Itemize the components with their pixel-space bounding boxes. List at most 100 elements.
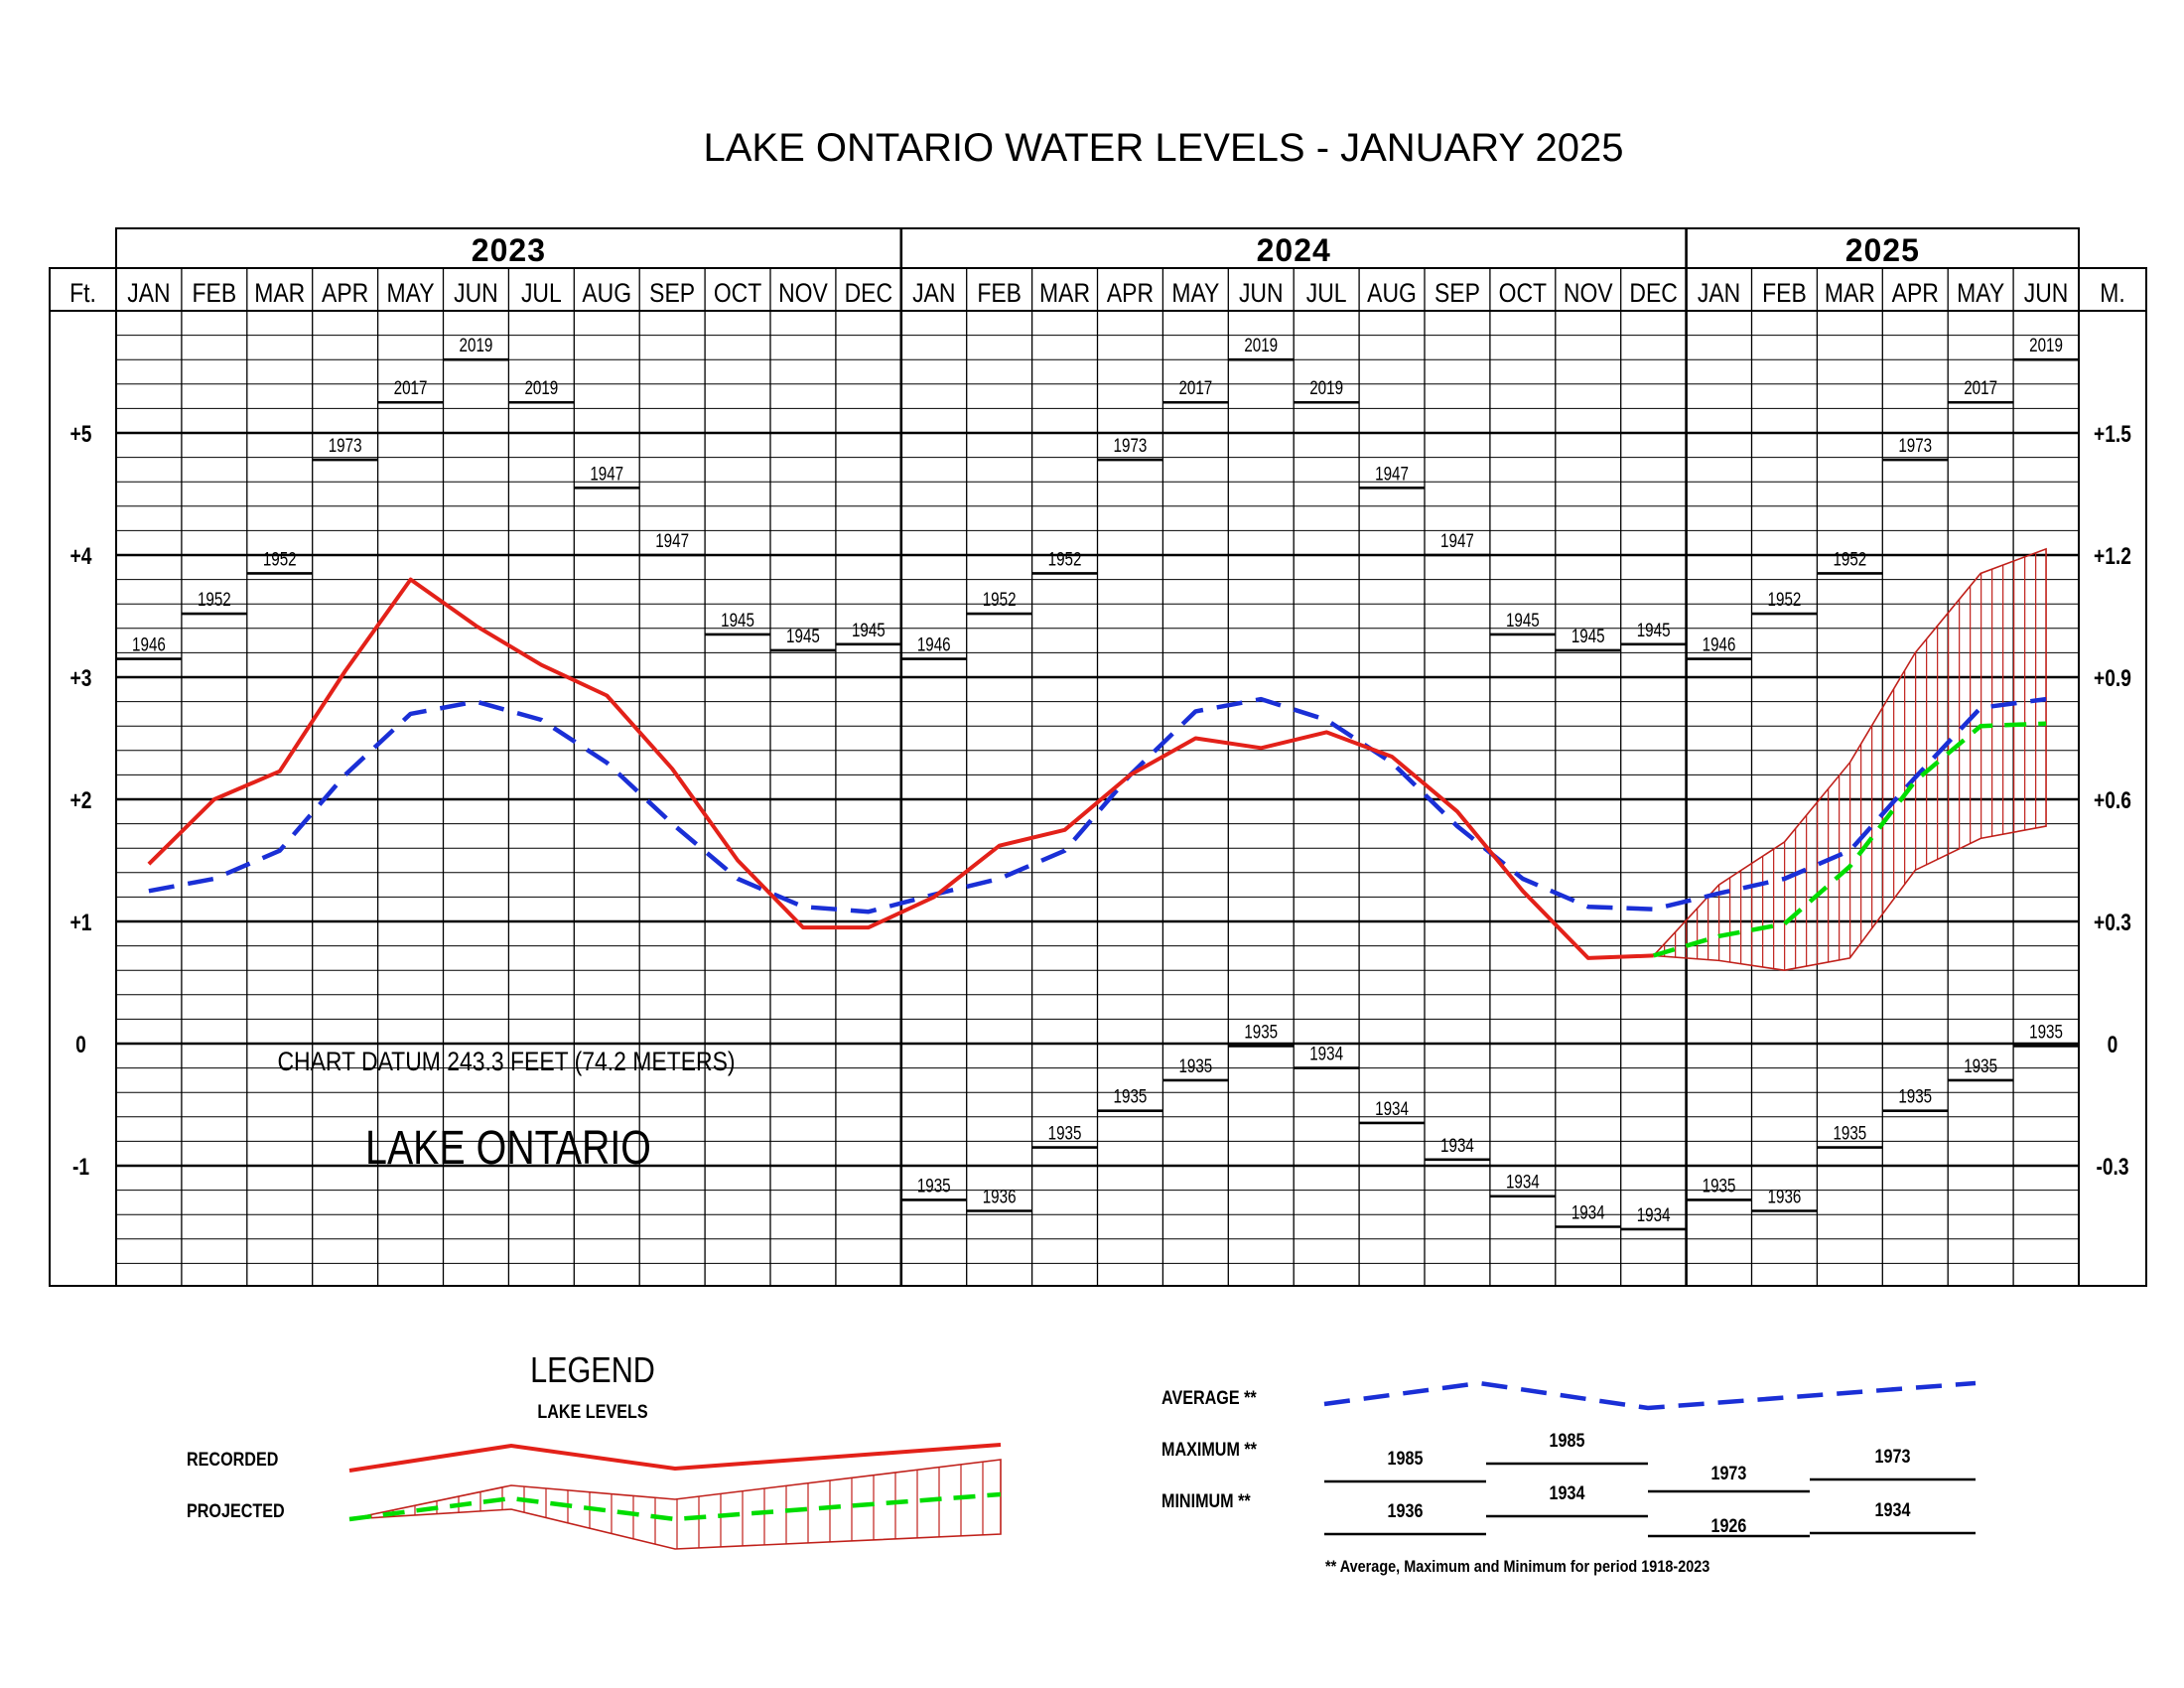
y-tick-label-m: +0.6: [2094, 786, 2131, 814]
y-tick-label-m: 0: [2108, 1031, 2118, 1058]
min-record-year: 1935: [1244, 1021, 1278, 1043]
month-label: FEB: [1762, 278, 1807, 308]
month-label: APR: [1892, 278, 1939, 308]
legend-average-line: [1323, 1380, 1977, 1411]
legend-min-year: 1934: [1875, 1499, 1911, 1521]
legend-min-year: 1934: [1550, 1482, 1585, 1504]
month-label: MAR: [1039, 278, 1090, 308]
max-record-year: 1945: [786, 625, 820, 646]
max-record-year: 1945: [1637, 619, 1671, 640]
min-record-year: 1934: [1571, 1201, 1605, 1223]
month-label: DEC: [1629, 278, 1677, 308]
y-tick-label-ft: +5: [70, 420, 92, 448]
month-label: OCT: [714, 278, 761, 308]
max-record-year: 1947: [655, 529, 689, 551]
min-record-year: 1935: [1114, 1085, 1148, 1107]
legend-recorded-label: RECORDED: [187, 1449, 278, 1471]
legend-projected-line: [348, 1491, 1002, 1522]
max-record-year: 1946: [1703, 633, 1736, 655]
y-axis-unit-right: M.: [2100, 278, 2124, 308]
max-record-year: 1945: [1506, 609, 1540, 631]
legend-recorded-line: [348, 1443, 1002, 1473]
month-label: JUL: [521, 278, 562, 308]
month-label: APR: [322, 278, 368, 308]
month-label: SEP: [1434, 278, 1480, 308]
legend-footnote: ** Average, Maximum and Minimum for peri…: [1325, 1558, 1710, 1576]
max-record-year: 1947: [590, 463, 623, 485]
month-label: AUG: [582, 278, 631, 308]
max-record-year: 1946: [917, 633, 951, 655]
min-record-year: 1935: [1178, 1055, 1212, 1076]
month-label: MAY: [387, 278, 435, 308]
chart-annotations: CHART DATUM 243.3 FEET (74.2 METERS) LAK…: [277, 1047, 735, 1175]
max-record-year: 2019: [1244, 335, 1278, 356]
recorded-series-line: [147, 577, 1654, 960]
legend-max-year: 1973: [1710, 1463, 1746, 1484]
chart-labels: 2023 2024 2025 JAN FEB MAR APR MAY JUN JUL AUG SEP O…: [69, 232, 2131, 1225]
legend-band-outline: [348, 1459, 1002, 1550]
max-record-year: 1973: [329, 434, 362, 456]
projection-band-outline: [1651, 547, 2047, 972]
min-record-year: 1934: [1637, 1203, 1671, 1225]
month-label: JUN: [454, 278, 498, 308]
month-label: JUN: [1239, 278, 1284, 308]
month-label: NOV: [778, 278, 828, 308]
max-record-year: 1952: [1768, 588, 1802, 610]
min-record-year: 1935: [1898, 1085, 1932, 1107]
max-record-year: 2017: [1964, 377, 1997, 399]
year-header-row: [115, 227, 2080, 269]
y-tick-label-ft: +2: [70, 786, 92, 814]
y-tick-label-m: +1.5: [2094, 420, 2131, 448]
max-record-year: 1946: [132, 633, 166, 655]
max-record-year: 1945: [852, 619, 886, 640]
month-label: FEB: [977, 278, 1022, 308]
month-label: OCT: [1499, 278, 1547, 308]
min-record-year: 1935: [2029, 1021, 2063, 1043]
y-tick-label-ft: +1: [70, 909, 92, 936]
month-label: DEC: [845, 278, 892, 308]
min-record-year: 1934: [1375, 1097, 1409, 1119]
min-record-year: 1935: [917, 1175, 951, 1196]
min-record-year: 1935: [1048, 1122, 1082, 1144]
legend-subheading: LAKE LEVELS: [537, 1401, 647, 1423]
chart-datum-annotation: CHART DATUM 243.3 FEET (74.2 METERS): [277, 1047, 735, 1076]
min-record-year: 1934: [1506, 1171, 1540, 1193]
max-record-year: 2019: [460, 335, 493, 356]
max-record-year: 1952: [198, 588, 231, 610]
month-label: APR: [1107, 278, 1154, 308]
max-record-year: 2019: [2029, 335, 2063, 356]
min-record-year: 1936: [1768, 1186, 1802, 1207]
legend-max-year: 1985: [1388, 1448, 1424, 1470]
min-record-year: 1935: [1703, 1175, 1736, 1196]
max-record-year: 2019: [1309, 377, 1343, 399]
legend-heading: LEGEND: [530, 1351, 655, 1391]
lake-name-annotation: LAKE ONTARIO: [365, 1121, 651, 1175]
month-label: JUL: [1306, 278, 1347, 308]
max-record-year: 1973: [1114, 434, 1148, 456]
max-record-year: 2019: [524, 377, 558, 399]
month-label: MAR: [254, 278, 305, 308]
year-header: 2024: [1257, 232, 1331, 268]
max-record-year: 1973: [1898, 434, 1932, 456]
legend-max-year: 1973: [1875, 1446, 1911, 1468]
month-label: MAY: [1171, 278, 1219, 308]
legend-average-label: AVERAGE **: [1161, 1387, 1257, 1409]
y-axis-unit-left: Ft.: [69, 278, 96, 308]
month-label: JAN: [912, 278, 955, 308]
month-label: JAN: [1698, 278, 1740, 308]
max-record-year: 2017: [394, 377, 428, 399]
max-record-year: 1952: [1048, 548, 1082, 570]
min-record-year: 1936: [983, 1186, 1017, 1207]
min-record-year: 1935: [1964, 1055, 1997, 1076]
y-tick-label-ft: +3: [70, 664, 92, 692]
year-header: 2023: [472, 232, 546, 268]
max-record-year: 1952: [1833, 548, 1866, 570]
max-record-year: 2017: [1178, 377, 1212, 399]
max-record-year: 1947: [1440, 529, 1474, 551]
month-label: FEB: [193, 278, 237, 308]
min-record-year: 1935: [1833, 1122, 1866, 1144]
chart-marks: [116, 357, 2079, 1231]
max-record-year: 1945: [721, 609, 754, 631]
y-tick-label-ft: 0: [75, 1031, 86, 1058]
